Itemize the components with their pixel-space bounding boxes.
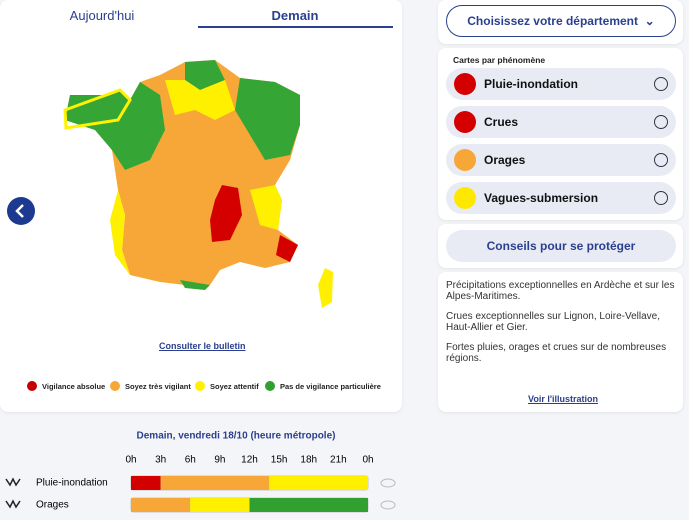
map-region — [165, 80, 235, 120]
row-label: Pluie-inondation — [36, 478, 108, 489]
timeline-segment — [249, 498, 368, 512]
timeline-title: Demain, vendredi 18/10 (heure métropole) — [137, 431, 336, 442]
legend-item: Vigilance absolue — [27, 381, 105, 391]
row-label: Orages — [36, 500, 69, 511]
hour-label: 0h — [362, 455, 373, 466]
phenomenon-option[interactable]: Vagues-submersion — [446, 182, 676, 214]
hour-label: 15h — [271, 455, 288, 466]
map-region — [318, 268, 333, 308]
timeline-segment — [131, 498, 191, 512]
map-region — [110, 190, 130, 275]
option-label: Crues — [484, 115, 519, 129]
legend-label: Soyez attentif — [210, 381, 259, 391]
map-region — [65, 82, 165, 170]
timeline-segment — [160, 476, 270, 490]
row-icon — [5, 477, 21, 487]
button-label: Choisissez votre département — [467, 14, 638, 28]
summary-text: Précipitations exceptionnelles en Ardèch… — [446, 280, 675, 302]
legend-label: Pas de vigilance particulière — [280, 381, 381, 391]
map-region — [63, 88, 132, 130]
hour-label: 18h — [300, 455, 317, 466]
summary-card — [438, 272, 683, 412]
map — [63, 60, 333, 308]
option-label: Orages — [484, 153, 526, 167]
hour-label: 6h — [185, 455, 196, 466]
legend-item: Soyez attentif — [195, 381, 259, 391]
section-heading: Cartes par phénomène — [453, 55, 546, 65]
map-region — [276, 235, 298, 262]
map-region — [235, 78, 300, 160]
legend-item: Soyez très vigilant — [110, 381, 191, 391]
prev-button[interactable] — [6, 196, 36, 226]
hour-label: 0h — [125, 455, 136, 466]
illustration-link[interactable]: Voir l'illustration — [528, 394, 598, 404]
timeline-segment — [269, 476, 368, 490]
row-icon — [5, 499, 21, 509]
map-region — [250, 185, 282, 230]
timeline: Demain, vendredi 18/10 (heure métropole)… — [5, 431, 396, 513]
map-region — [180, 280, 210, 290]
hour-label: 12h — [241, 455, 258, 466]
option-label: Pluie-inondation — [484, 77, 578, 91]
summary-text: Crues exceptionnelles sur Lignon, Loire-… — [446, 311, 661, 333]
hide-icon[interactable] — [380, 500, 396, 510]
summary-text: Fortes pluies, orages et crues sur de no… — [446, 342, 667, 364]
legend-label: Soyez très vigilant — [125, 381, 191, 391]
phenomenon-option[interactable]: Pluie-inondation — [446, 68, 676, 100]
tab-underline — [198, 26, 393, 28]
department-button[interactable]: Choisissez votre département ⌄ — [446, 5, 676, 37]
hour-label: 21h — [330, 455, 347, 466]
tab[interactable]: Aujourd'hui — [69, 8, 135, 23]
phenomenon-option[interactable]: Orages — [446, 144, 676, 176]
option-label: Vagues-submersion — [484, 191, 599, 205]
map-region — [210, 185, 242, 242]
button-label: Conseils pour se protéger — [486, 239, 636, 253]
tab[interactable]: Demain — [271, 8, 319, 23]
advice-button[interactable]: Conseils pour se protéger — [446, 230, 676, 262]
timeline-segment — [131, 476, 161, 490]
timeline-segment — [190, 498, 250, 512]
hour-label: 3h — [155, 455, 166, 466]
legend-item: Pas de vigilance particulière — [265, 381, 381, 391]
legend-label: Vigilance absolue — [42, 381, 106, 391]
hour-label: 9h — [214, 455, 225, 466]
bulletin-link[interactable]: Consulter le bulletin — [159, 341, 246, 351]
hide-icon[interactable] — [380, 478, 396, 488]
map-region — [185, 60, 225, 90]
phenomenon-option[interactable]: Crues — [446, 106, 676, 138]
